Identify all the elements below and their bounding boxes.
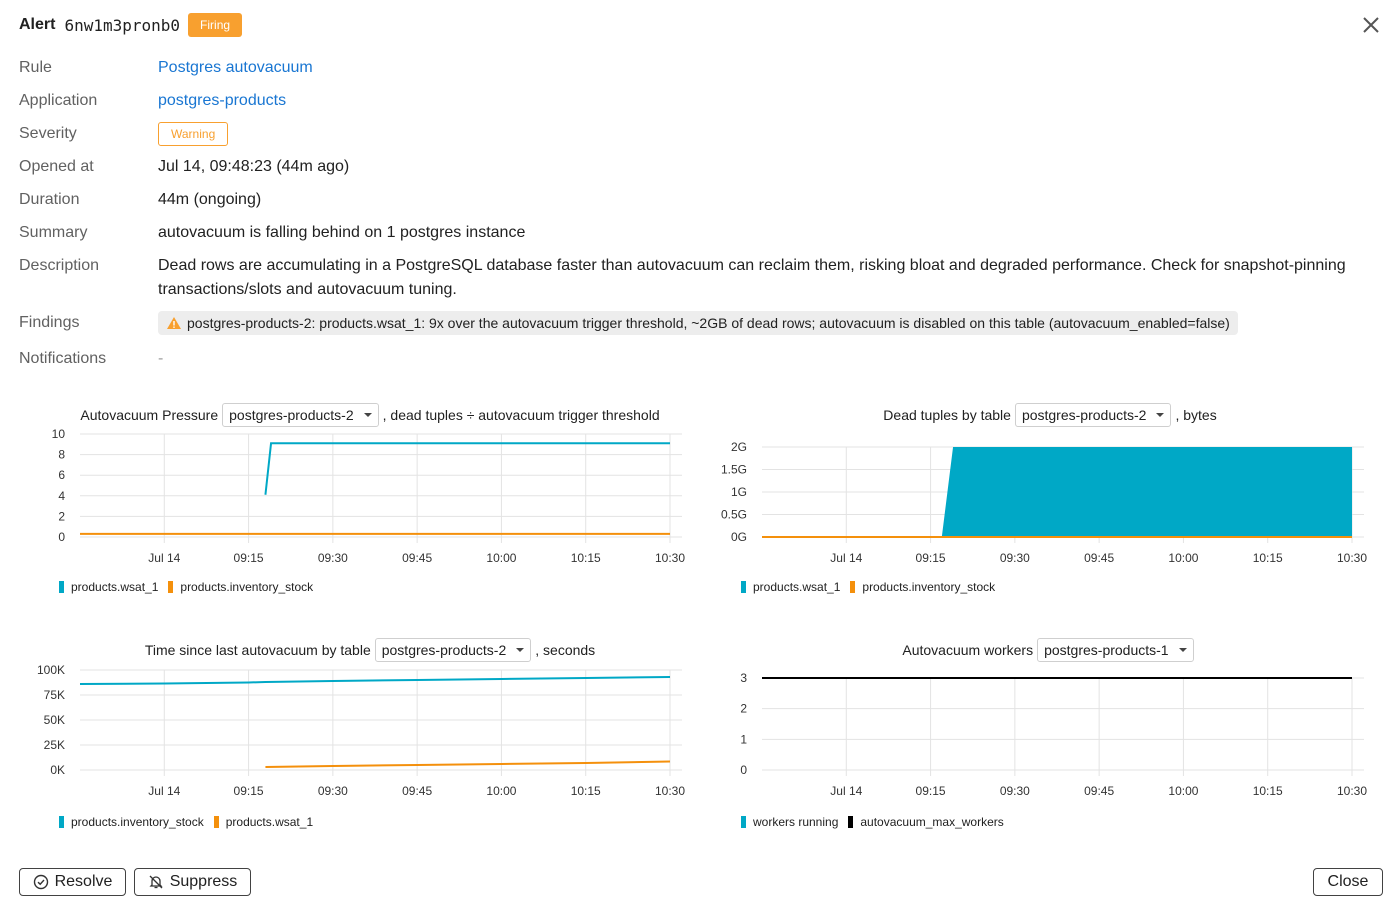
notifications-value: - [158,350,164,367]
close-button[interactable]: Close [1313,868,1383,896]
chart-last-autovacuum: Time since last autovacuum by table post… [40,638,700,838]
chart-title: Dead tuples by table postgres-products-2… [720,403,1380,427]
close-label: Close [1327,873,1369,890]
description-label: Description [19,257,100,274]
alert-details: Rule Postgres autovacuum Application pos… [19,56,1389,380]
chart-title-text: Dead tuples by table [883,407,1011,423]
suppress-button[interactable]: Suppress [134,868,251,896]
rule-label: Rule [19,59,52,76]
rule-link[interactable]: Postgres autovacuum [158,59,313,76]
legend-label: products.inventory_stock [180,580,314,594]
legend-label: products.wsat_1 [225,815,314,829]
finding-item: postgres-products-2: products.wsat_1: 9x… [158,311,1238,335]
resolve-button[interactable]: Resolve [19,868,126,896]
instance-select[interactable]: postgres-products-2 [1014,403,1172,427]
opened-at-label: Opened at [19,158,94,175]
legend-swatch [59,581,64,593]
chart-dead-tuples: Dead tuples by table postgres-products-2… [720,403,1380,603]
instance-select[interactable]: postgres-products-1 [1037,638,1194,662]
application-label: Application [19,92,98,109]
alert-header: Alert 6nw1m3pronb0 Firing [19,10,243,40]
status-badge: Firing [188,13,243,37]
chart-autovacuum-pressure: Autovacuum Pressure postgres-products-2 … [40,403,700,603]
instance-select-value: postgres-products-2 [1021,407,1147,423]
severity-badge: Warning [158,122,229,146]
chart-legend: workers running autovacuum_max_workers [741,815,1014,829]
chart-title-text: Autovacuum Pressure [80,407,219,423]
suppress-label: Suppress [169,873,238,890]
legend-swatch [168,581,174,593]
resolve-label: Resolve [54,873,113,890]
notifications-label: Notifications [19,350,107,367]
instance-select[interactable]: postgres-products-2 [374,638,532,662]
chart-title: Autovacuum workers postgres-products-1 [720,638,1380,662]
legend-item[interactable]: products.inventory_stock [59,815,204,829]
application-link[interactable]: postgres-products [158,92,287,109]
chart-title-suffix: , dead tuples ÷ autovacuum trigger thres… [382,407,660,423]
legend-swatch [213,816,219,828]
chart-title: Autovacuum Pressure postgres-products-2 … [40,403,700,427]
legend-swatch [741,581,746,593]
findings-label: Findings [19,314,80,331]
chart-legend: products.wsat_1 products.inventory_stock [741,580,1005,594]
summary-label: Summary [19,224,88,241]
instance-select-value: postgres-products-2 [381,642,507,658]
legend-item[interactable]: products.wsat_1 [741,580,840,594]
legend-swatch [741,816,746,828]
caret-down-icon [1156,413,1165,417]
legend-label: products.inventory_stock [71,815,204,829]
finding-text: postgres-products-2: products.wsat_1: 9x… [187,315,1230,331]
legend-swatch [850,581,856,593]
legend-item[interactable]: workers running [741,815,838,829]
chart-legend: products.wsat_1 products.inventory_stock [59,580,323,594]
chart-title-suffix: , seconds [535,642,596,658]
legend-label: products.wsat_1 [753,580,841,594]
duration-value: 44m (ongoing) [158,191,262,208]
caret-down-icon [516,648,525,652]
legend-label: workers running [753,815,839,829]
legend-item[interactable]: products.wsat_1 [213,815,314,829]
chart-title-suffix: , bytes [1175,407,1217,423]
instance-select-value: postgres-products-2 [229,407,354,423]
legend-swatch [59,816,64,828]
chart-autovacuum-workers: Autovacuum workers postgres-products-1 [720,638,1380,838]
legend-item[interactable]: products.inventory_stock [168,580,313,594]
legend-swatch [848,816,854,828]
opened-at-value: Jul 14, 09:48:23 (44m ago) [158,158,350,175]
legend-label: products.wsat_1 [71,580,159,594]
chart-legend: products.inventory_stock products.wsat_1 [59,815,323,829]
legend-label: autovacuum_max_workers [860,815,1004,829]
summary-value: autovacuum is falling behind on 1 postgr… [158,224,526,241]
caret-down-icon [363,413,372,417]
check-circle-icon [33,874,48,890]
instance-select-value: postgres-products-1 [1044,642,1169,658]
description-value: Dead rows are accumulating in a PostgreS… [158,257,1346,298]
alert-id: 6nw1m3pronb0 [64,15,181,35]
chart-title-text: Autovacuum workers [902,642,1034,658]
legend-label: products.inventory_stock [862,580,996,594]
chart-title-text: Time since last autovacuum by table [144,642,371,658]
legend-item[interactable]: products.wsat_1 [59,580,158,594]
caret-down-icon [1178,648,1187,652]
bell-off-icon [149,875,163,889]
legend-item[interactable]: products.inventory_stock [850,580,995,594]
chart-title: Time since last autovacuum by table post… [40,638,700,662]
alert-title: Alert [19,16,56,33]
duration-label: Duration [19,191,80,208]
severity-label: Severity [19,125,77,142]
warning-icon [167,317,181,329]
instance-select[interactable]: postgres-products-2 [222,403,379,427]
legend-item[interactable]: autovacuum_max_workers [848,815,1004,829]
close-icon[interactable] [1358,12,1384,38]
